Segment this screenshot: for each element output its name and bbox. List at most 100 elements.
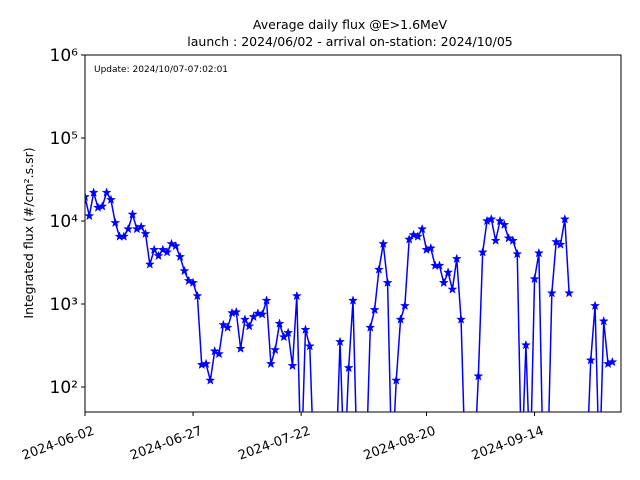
data-point xyxy=(153,250,164,261)
data-point xyxy=(105,194,116,205)
data-point xyxy=(526,466,535,474)
data-point xyxy=(110,217,121,228)
data-point xyxy=(417,223,428,234)
data-point xyxy=(343,362,354,373)
data-point xyxy=(205,375,216,385)
data-point xyxy=(555,239,566,249)
data-point xyxy=(231,306,242,317)
data-point xyxy=(149,244,160,255)
data-point xyxy=(520,339,531,350)
data-point xyxy=(470,466,479,474)
data-point xyxy=(425,242,436,253)
data-point xyxy=(438,277,449,288)
data-point xyxy=(353,466,362,474)
data-point xyxy=(443,267,454,277)
data-point xyxy=(512,248,523,259)
data-point xyxy=(144,259,155,269)
data-point xyxy=(494,215,505,226)
data-point xyxy=(270,344,281,355)
data-point xyxy=(456,314,467,324)
data-point xyxy=(244,320,255,331)
data-point xyxy=(201,358,212,369)
data-point xyxy=(170,240,181,251)
data-point xyxy=(582,466,591,474)
data-point xyxy=(517,466,526,474)
data-point xyxy=(365,322,376,332)
data-point xyxy=(85,191,91,202)
chart-title: Average daily flux @E>1.6MeV xyxy=(253,17,448,32)
data-point xyxy=(451,253,462,264)
data-point xyxy=(507,235,518,245)
data-point xyxy=(283,327,294,338)
data-point xyxy=(291,290,302,301)
x-tick-label: 2024-07-22 xyxy=(236,424,312,464)
data-point xyxy=(373,264,384,274)
data-point xyxy=(543,466,552,474)
data-point xyxy=(382,277,393,288)
data-point xyxy=(123,223,134,234)
data-point xyxy=(447,284,458,294)
plot-frame xyxy=(84,54,622,413)
data-point xyxy=(183,275,194,286)
data-point xyxy=(222,322,233,332)
data-point xyxy=(607,356,618,367)
chart-subtitle: launch : 2024/06/02 - arrival on-station… xyxy=(187,34,512,49)
data-point xyxy=(477,247,488,257)
data-point xyxy=(590,300,601,311)
data-point xyxy=(239,314,250,324)
data-point xyxy=(188,277,199,288)
data-point xyxy=(265,358,276,369)
data-point xyxy=(97,201,108,211)
data-point xyxy=(101,187,112,197)
data-point xyxy=(261,295,272,305)
data-point xyxy=(157,244,168,255)
y-tick-label: 10⁵ xyxy=(50,129,78,149)
x-tick-label: 2024-06-02 xyxy=(20,424,96,464)
data-point xyxy=(490,235,501,245)
y-tick-label: 10⁴ xyxy=(50,212,79,232)
annotation: Update: 2024/10/07-07:02:01 xyxy=(94,65,228,75)
data-point xyxy=(287,360,298,371)
data-point xyxy=(179,265,190,276)
data-point xyxy=(304,340,315,351)
y-tick-label: 10⁶ xyxy=(50,46,79,66)
data-point xyxy=(140,228,151,239)
data-point xyxy=(533,247,544,258)
x-tick-label: 2024-08-20 xyxy=(362,424,438,464)
data-point xyxy=(85,210,95,221)
data-point xyxy=(585,355,596,365)
data-point xyxy=(404,234,415,244)
y-axis-label: Integrated flux (#/cm².s.sr) xyxy=(21,147,36,318)
data-point xyxy=(297,466,306,474)
data-point xyxy=(310,466,319,474)
x-tick-label: 2024-06-27 xyxy=(128,424,204,464)
data-point xyxy=(598,315,609,326)
data-point xyxy=(192,290,203,301)
data-point xyxy=(166,238,177,249)
data-point xyxy=(391,375,402,385)
data-point xyxy=(331,466,340,474)
data-point xyxy=(378,238,389,249)
data-point xyxy=(162,247,173,257)
data-point xyxy=(213,348,225,359)
data-point xyxy=(503,232,514,243)
y-tick-label: 10³ xyxy=(50,295,78,315)
data-point xyxy=(539,466,548,474)
data-point xyxy=(434,260,445,270)
plot-area xyxy=(85,187,618,474)
data-point xyxy=(559,213,570,224)
data-point xyxy=(362,466,371,474)
data-point xyxy=(564,287,575,298)
data-point xyxy=(127,209,138,219)
data-point xyxy=(499,219,510,230)
y-tick-label: 10² xyxy=(50,378,78,398)
data-point xyxy=(175,251,186,262)
data-point xyxy=(473,370,484,381)
data-point xyxy=(274,318,285,328)
data-point xyxy=(209,345,220,356)
data-point xyxy=(136,221,147,232)
data-point xyxy=(118,231,129,241)
data-point xyxy=(399,300,410,311)
data-point xyxy=(235,343,246,353)
